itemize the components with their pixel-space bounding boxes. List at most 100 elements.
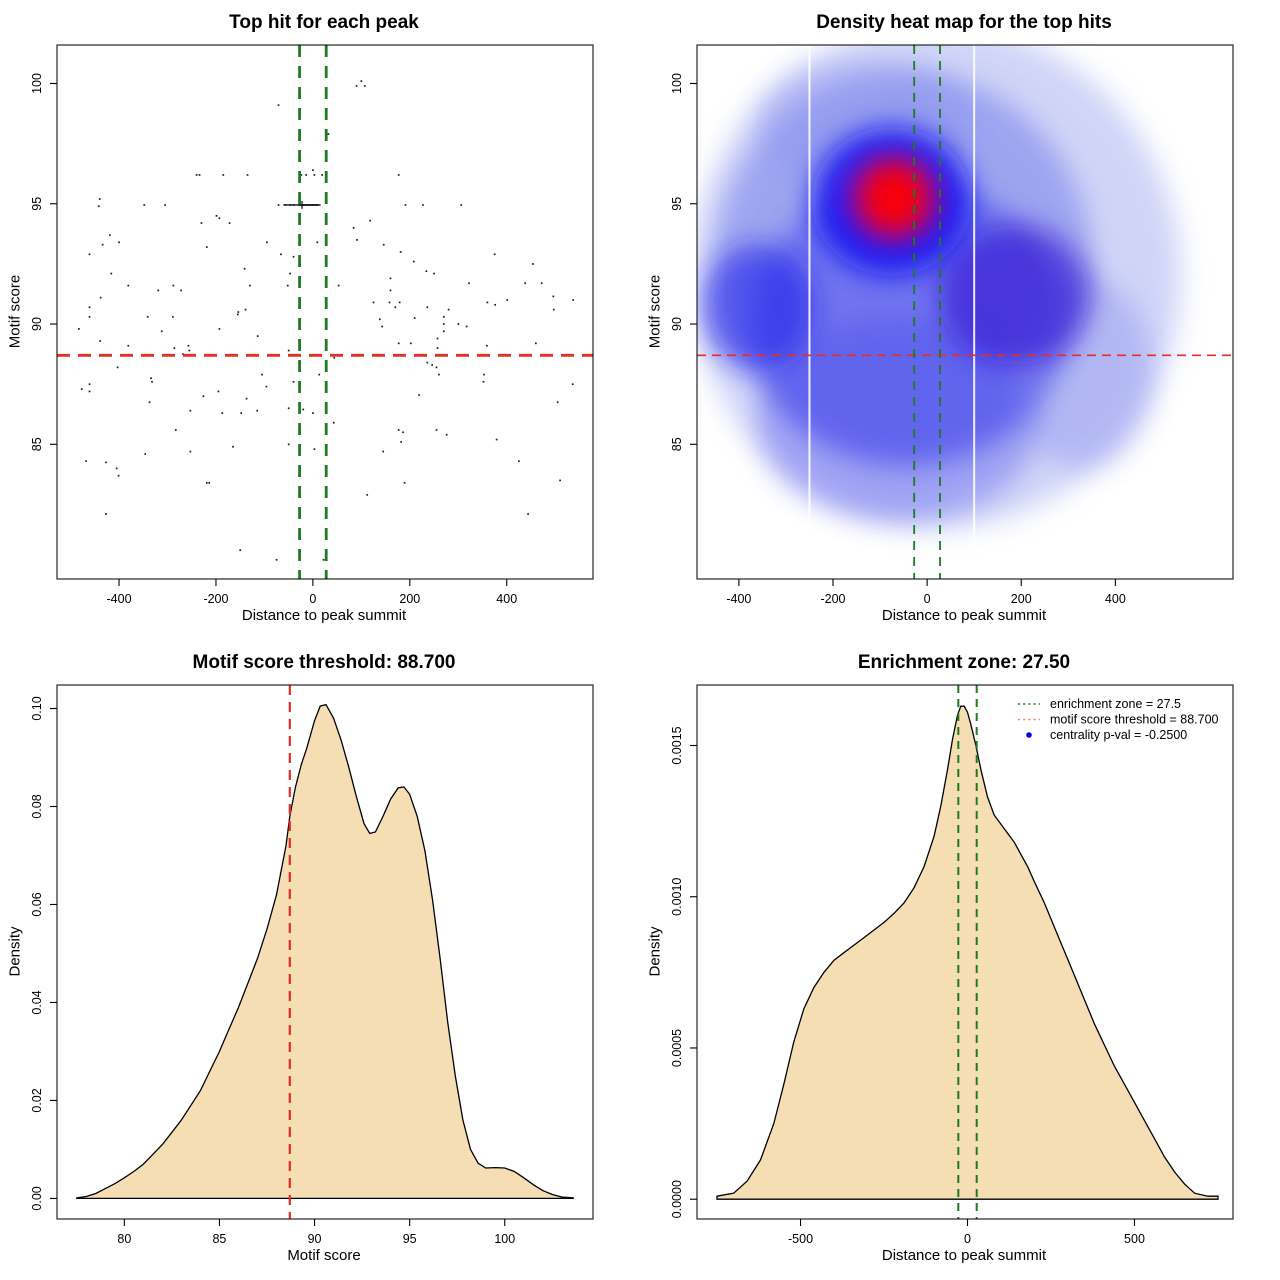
- data-point: [460, 204, 463, 206]
- data-point: [110, 272, 113, 275]
- data-point: [378, 318, 381, 321]
- data-point: [402, 431, 404, 434]
- data-point: [431, 364, 434, 366]
- data-point: [468, 282, 470, 285]
- data-point: [221, 412, 224, 414]
- heatmap-density-layer: [697, 45, 1233, 579]
- data-point: [372, 301, 375, 304]
- data-point: [486, 344, 488, 347]
- data-point: [188, 349, 191, 352]
- data-point: [418, 394, 420, 396]
- data-point: [202, 395, 205, 398]
- data-point: [397, 429, 400, 431]
- motif-score-density-plot: 80 85 90 95 100 0.00 0.02 0.04 0.06 0.08 0.10: [30, 684, 594, 1246]
- y-tick-label: 0.0010: [670, 878, 684, 916]
- data-point: [115, 467, 118, 470]
- data-point: [316, 241, 319, 244]
- data-point: [442, 316, 445, 318]
- data-point: [148, 401, 151, 404]
- data-point: [465, 325, 468, 328]
- data-point: [246, 174, 249, 176]
- data-point: [215, 214, 218, 217]
- data-point: [400, 441, 402, 443]
- data-point: [397, 174, 400, 176]
- data-point: [518, 460, 520, 463]
- data-point: [412, 260, 415, 263]
- legend-marker-blue-dot: [1026, 732, 1032, 738]
- y-tick-label: 0.0005: [670, 1029, 684, 1067]
- data-point: [302, 408, 305, 411]
- data-point: [275, 558, 278, 561]
- data-point: [433, 272, 435, 275]
- data-point: [422, 204, 424, 206]
- data-point: [208, 481, 211, 484]
- data-point: [436, 347, 439, 349]
- data-point: [540, 282, 543, 285]
- data-point: [289, 272, 292, 275]
- data-point: [85, 460, 87, 463]
- x-tick-label: 0: [964, 1232, 971, 1246]
- data-point: [355, 85, 358, 87]
- y-tick-label: 95: [30, 197, 44, 211]
- data-point: [98, 198, 101, 200]
- data-point: [172, 316, 174, 318]
- y-tick-label: 0.0015: [670, 726, 684, 764]
- data-point: [256, 335, 259, 337]
- data-point: [527, 513, 529, 515]
- data-point: [174, 429, 177, 431]
- data-point: [426, 306, 429, 309]
- panel1-xlabel: Distance to peak summit: [241, 607, 407, 624]
- data-point: [249, 284, 251, 287]
- data-point: [337, 284, 340, 287]
- data-point: [160, 330, 163, 333]
- data-point: [321, 174, 323, 176]
- data-point: [164, 204, 166, 206]
- data-point: [524, 282, 527, 285]
- legend-item-label: motif score threshold = 88.700: [1050, 713, 1219, 727]
- data-point: [305, 174, 307, 176]
- data-point: [327, 133, 330, 135]
- legend-item-label: centrality p-val = -0.2500: [1050, 728, 1187, 742]
- data-point: [425, 270, 428, 273]
- data-point: [88, 383, 91, 386]
- data-point: [150, 377, 152, 380]
- density-heatmap-plot: -400 -200 0 200 400 85 90 95 100: [670, 44, 1234, 606]
- data-point: [280, 253, 282, 256]
- data-point: [80, 388, 83, 390]
- data-point: [244, 308, 247, 311]
- x-tick-label: -400: [107, 592, 132, 606]
- data-point: [381, 325, 384, 328]
- panel3-title: Motif score threshold: 88.700: [192, 652, 456, 673]
- data-point: [300, 174, 303, 176]
- y-tick-label: 0.04: [30, 990, 44, 1014]
- data-point: [426, 361, 429, 364]
- data-point: [382, 450, 385, 453]
- data-point: [388, 301, 391, 304]
- data-point: [356, 239, 358, 241]
- y-tick-label: 85: [30, 437, 44, 451]
- x-tick-label: -500: [788, 1232, 813, 1246]
- panel2-title: Density heat map for the top hits: [816, 12, 1112, 33]
- legend: enrichment zone = 27.5 motif score thresh…: [1018, 697, 1219, 742]
- data-point: [105, 461, 107, 464]
- data-point: [88, 390, 91, 393]
- y-tick-label: 0.06: [30, 892, 44, 916]
- data-point: [318, 373, 321, 376]
- density-curve: [716, 705, 1219, 1200]
- heatmap-blob: [757, 319, 1041, 522]
- data-point: [127, 344, 130, 347]
- panel1-title: Top hit for each peak: [229, 12, 419, 33]
- x-tick-label: 100: [494, 1232, 515, 1246]
- data-point: [277, 204, 280, 206]
- data-point: [127, 284, 130, 287]
- data-point: [97, 205, 100, 208]
- distance-density-plot: -500 0 500 0.0000 0.0005 0.0010 0.0015 enrichme…: [670, 684, 1234, 1246]
- data-point: [144, 453, 147, 455]
- data-point: [237, 311, 240, 313]
- data-point: [535, 342, 537, 345]
- data-point: [403, 481, 406, 484]
- data-point: [287, 349, 290, 352]
- data-point: [243, 267, 246, 270]
- data-point: [239, 549, 242, 552]
- y-tick-label: 0.0000: [670, 1180, 684, 1218]
